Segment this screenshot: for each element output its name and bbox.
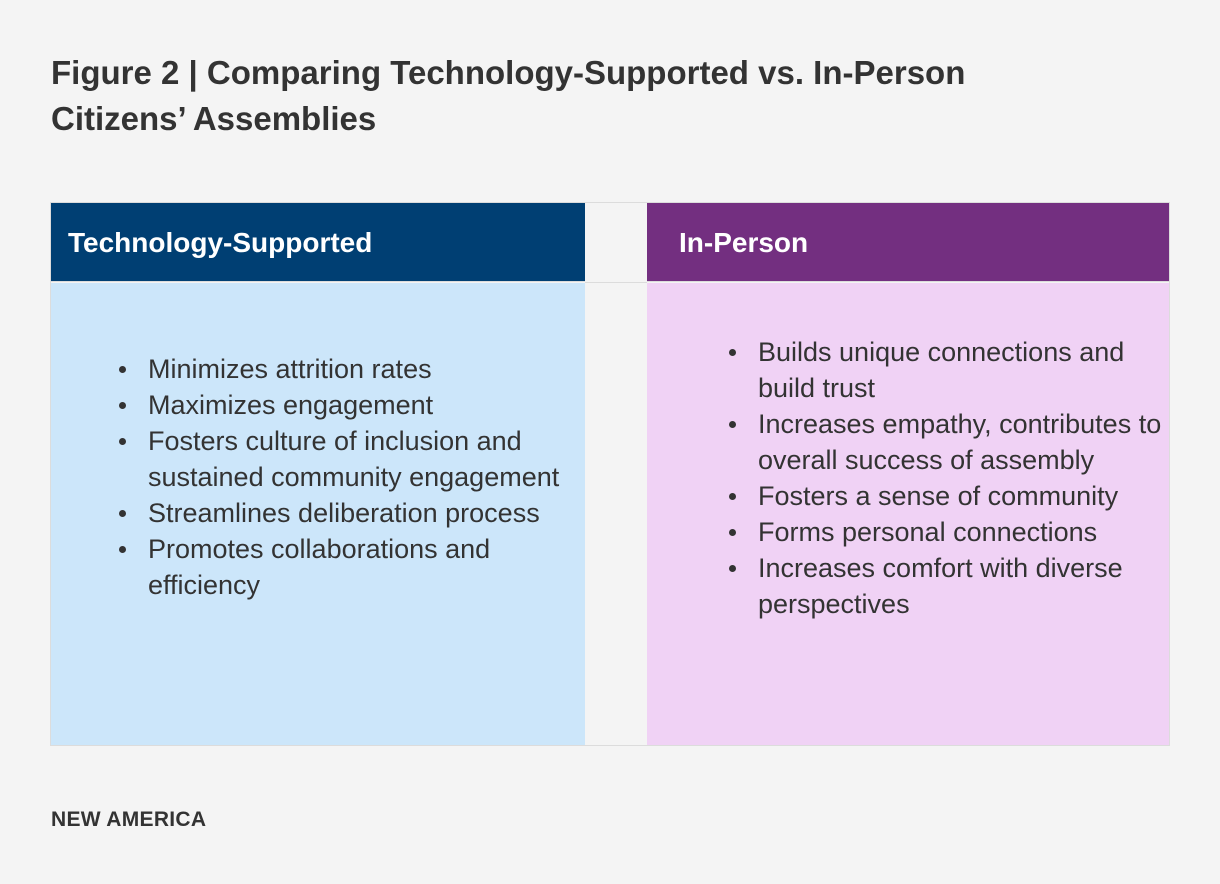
list-item: Increases empathy, contributes to overal… xyxy=(729,406,1178,478)
figure-title-line-1: Figure 2 | Comparing Technology-Supporte… xyxy=(51,54,966,91)
column-gap xyxy=(585,203,647,745)
list-item: Streamlines deliberation process xyxy=(119,495,568,531)
list-item: Builds unique connections and build trus… xyxy=(729,334,1178,406)
comparison-table: Technology-Supported Minimizes attrition… xyxy=(50,202,1170,746)
new-america-logo: NEW AMERICA xyxy=(51,808,207,831)
list-item: Maximizes engagement xyxy=(119,387,568,423)
technology-supported-body: Minimizes attrition rates Maximizes enga… xyxy=(51,283,585,745)
list-item: Promotes collaborations and efficiency xyxy=(119,531,568,603)
in-person-header: In-Person xyxy=(647,203,1169,282)
list-item: Minimizes attrition rates xyxy=(119,351,568,387)
figure-title-line-2: Citizens’ Assemblies xyxy=(51,100,377,137)
technology-supported-column: Technology-Supported Minimizes attrition… xyxy=(51,203,585,745)
list-item: Fosters a sense of community xyxy=(729,478,1178,514)
in-person-column: In-Person Builds unique connections and … xyxy=(647,203,1169,745)
in-person-body: Builds unique connections and build trus… xyxy=(647,283,1169,745)
list-item: Fosters culture of inclusion and sustain… xyxy=(119,423,568,495)
technology-supported-list: Minimizes attrition rates Maximizes enga… xyxy=(119,351,568,603)
list-item: Increases comfort with diverse perspecti… xyxy=(729,550,1178,622)
in-person-list: Builds unique connections and build trus… xyxy=(729,334,1178,622)
figure-title: Figure 2 | Comparing Technology-Supporte… xyxy=(51,50,1171,142)
column-gap-divider xyxy=(585,282,647,283)
list-item: Forms personal connections xyxy=(729,514,1178,550)
technology-supported-header: Technology-Supported xyxy=(51,203,585,282)
